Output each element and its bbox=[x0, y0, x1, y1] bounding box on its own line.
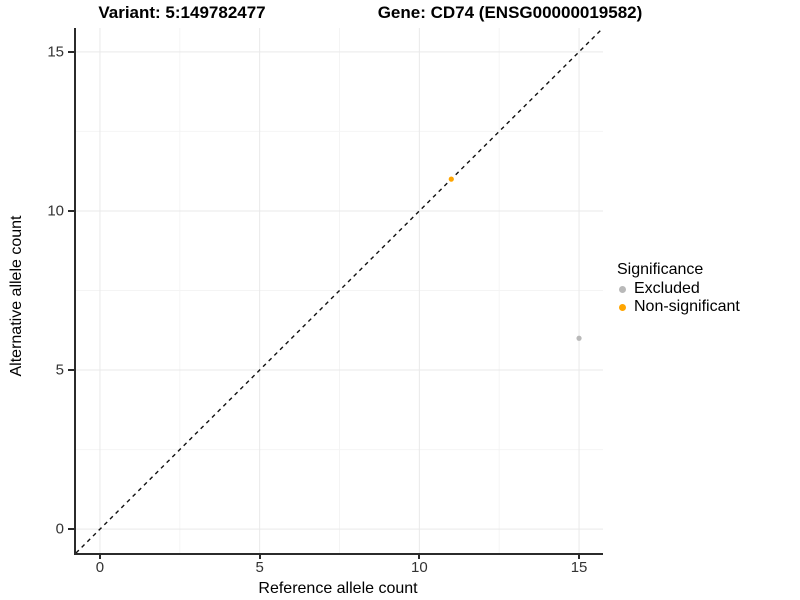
legend-key-dot-icon bbox=[619, 285, 626, 293]
x-tick-mark bbox=[578, 553, 581, 559]
legend-item: Excluded bbox=[614, 280, 740, 298]
gene-title: Gene: CD74 (ENSG00000019582) bbox=[377, 3, 643, 22]
x-tick-mark bbox=[418, 553, 421, 559]
x-tick-label: 15 bbox=[570, 559, 588, 576]
y-tick-label: 15 bbox=[47, 43, 64, 61]
legend-item-label: Excluded bbox=[634, 280, 700, 297]
data-point-non-significant bbox=[448, 176, 454, 182]
variant-title: Variant: 5:149782477 bbox=[98, 3, 266, 22]
x-axis-title: Reference allele count bbox=[258, 580, 418, 597]
identity-dashed-line bbox=[76, 28, 603, 553]
y-tick-mark bbox=[68, 528, 74, 531]
legend-key-dot-icon bbox=[619, 303, 626, 311]
x-tick-label: 0 bbox=[95, 559, 105, 576]
y-tick-mark bbox=[68, 369, 74, 372]
y-axis-title: Alternative allele count bbox=[8, 215, 25, 377]
data-point-excluded bbox=[576, 335, 582, 341]
legend-item-label: Non-significant bbox=[634, 298, 740, 315]
y-tick-label: 10 bbox=[47, 202, 64, 220]
y-tick-label: 5 bbox=[55, 361, 64, 379]
plot-canvas bbox=[76, 28, 603, 553]
y-tick-mark bbox=[68, 209, 74, 212]
data-points bbox=[448, 176, 582, 341]
major-gridlines bbox=[76, 28, 603, 553]
y-tick-label: 0 bbox=[55, 520, 64, 538]
legend: Significance Excluded Non-significant bbox=[614, 260, 740, 316]
legend-items: Excluded Non-significant bbox=[614, 280, 740, 316]
legend-title: Significance bbox=[617, 261, 704, 278]
y-tick-mark bbox=[68, 50, 74, 53]
x-tick-label: 10 bbox=[411, 559, 428, 576]
legend-item: Non-significant bbox=[614, 298, 740, 316]
x-tick-label: 5 bbox=[255, 559, 264, 576]
x-tick-mark bbox=[98, 553, 101, 559]
x-tick-mark bbox=[258, 553, 261, 559]
identity-line bbox=[76, 28, 603, 553]
plot-panel bbox=[74, 28, 603, 555]
